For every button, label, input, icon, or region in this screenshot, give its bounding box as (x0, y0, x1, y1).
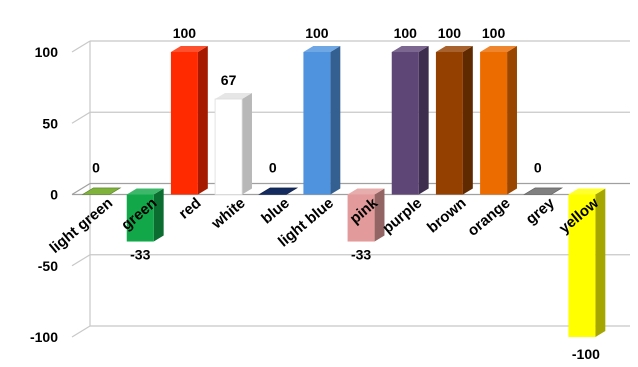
gridline-depth (71, 111, 91, 124)
bar-green-front (126, 194, 154, 242)
bar-red-side (197, 45, 208, 195)
bar-light-blue-front (303, 52, 331, 195)
bar-pink-side (374, 188, 385, 242)
bar-yellow (568, 188, 606, 337)
bar-brown-top (435, 45, 473, 52)
data-label-pink: -33 (351, 247, 371, 263)
bar-green (126, 188, 164, 242)
data-label-light-green: 0 (92, 160, 100, 176)
bar-yellow-side (595, 188, 606, 337)
bar-white-top (215, 92, 252, 100)
y-tick-label: -100 (30, 329, 58, 345)
data-label-brown: 100 (438, 25, 462, 41)
y-tick-label: 50 (42, 115, 58, 131)
bar-purple-side (418, 45, 429, 195)
data-label-green: -33 (130, 247, 150, 263)
bar-yellow-front (568, 194, 596, 337)
bars (81, 45, 606, 337)
bar-orange-front (480, 52, 508, 195)
data-label-purple: 100 (394, 25, 418, 41)
bar-purple-top (391, 45, 429, 52)
bar-orange-side (507, 45, 517, 195)
data-label-red: 100 (173, 25, 197, 41)
bar-red (170, 45, 208, 195)
bar-light-green (81, 187, 122, 195)
data-label-grey: 0 (534, 160, 542, 176)
bar-pink (347, 188, 385, 242)
bar-purple (391, 45, 429, 195)
bar-red-top (170, 45, 208, 52)
bar-white (214, 92, 252, 195)
category-label-light-green: light green (46, 195, 116, 257)
category-label-purple: purple (379, 195, 425, 237)
bar-blue-slab (258, 187, 299, 195)
data-label-blue: 0 (269, 160, 277, 176)
gridline-depth (71, 254, 91, 267)
y-tick-label: 100 (35, 44, 59, 60)
bar-brown-front (435, 52, 463, 195)
bar-red-front (170, 52, 198, 195)
data-labels: 0 -33 100 67 0 100 -33 100 100 100 0 -100 (92, 25, 600, 362)
category-label-blue: blue (258, 195, 293, 228)
gridline-depth (71, 40, 91, 53)
bar-blue (258, 187, 299, 195)
y-tick-label: -50 (38, 258, 58, 274)
bar-orange (480, 45, 517, 195)
bar-light-green-slab (81, 187, 122, 195)
bar-orange-top (480, 45, 517, 52)
y-tick-label: 0 (50, 187, 58, 203)
y-axis-tick-labels: 100 50 0 -50 -100 (30, 44, 58, 345)
bar-white-front (214, 98, 243, 195)
bar-green-top (126, 188, 164, 195)
bar-light-blue-top (303, 45, 341, 52)
category-label-orange: orange (464, 195, 513, 240)
gridline-depth (71, 182, 91, 196)
bar-brown-side (462, 45, 473, 195)
data-label-yellow: -100 (572, 346, 600, 362)
category-label-red: red (176, 195, 205, 223)
gridline-depth (71, 325, 91, 338)
category-label-grey: grey (523, 194, 559, 228)
data-label-white: 67 (221, 72, 237, 88)
bar-brown (435, 45, 473, 195)
data-label-light-blue: 100 (305, 25, 329, 41)
bar-grey-slab (523, 187, 564, 195)
bar-grey (523, 187, 564, 195)
bar-white-side (242, 92, 252, 195)
category-label-white: white (208, 195, 249, 233)
bar-purple-front (391, 52, 419, 195)
data-label-orange: 100 (482, 25, 506, 41)
bar-light-blue-side (330, 45, 341, 195)
bar-yellow-top (568, 188, 606, 195)
bar-pink-top (347, 188, 385, 195)
bar-green-side (153, 188, 164, 242)
bar-pink-front (347, 194, 375, 242)
category-label-brown: brown (424, 195, 469, 237)
bar-light-blue (303, 45, 341, 195)
